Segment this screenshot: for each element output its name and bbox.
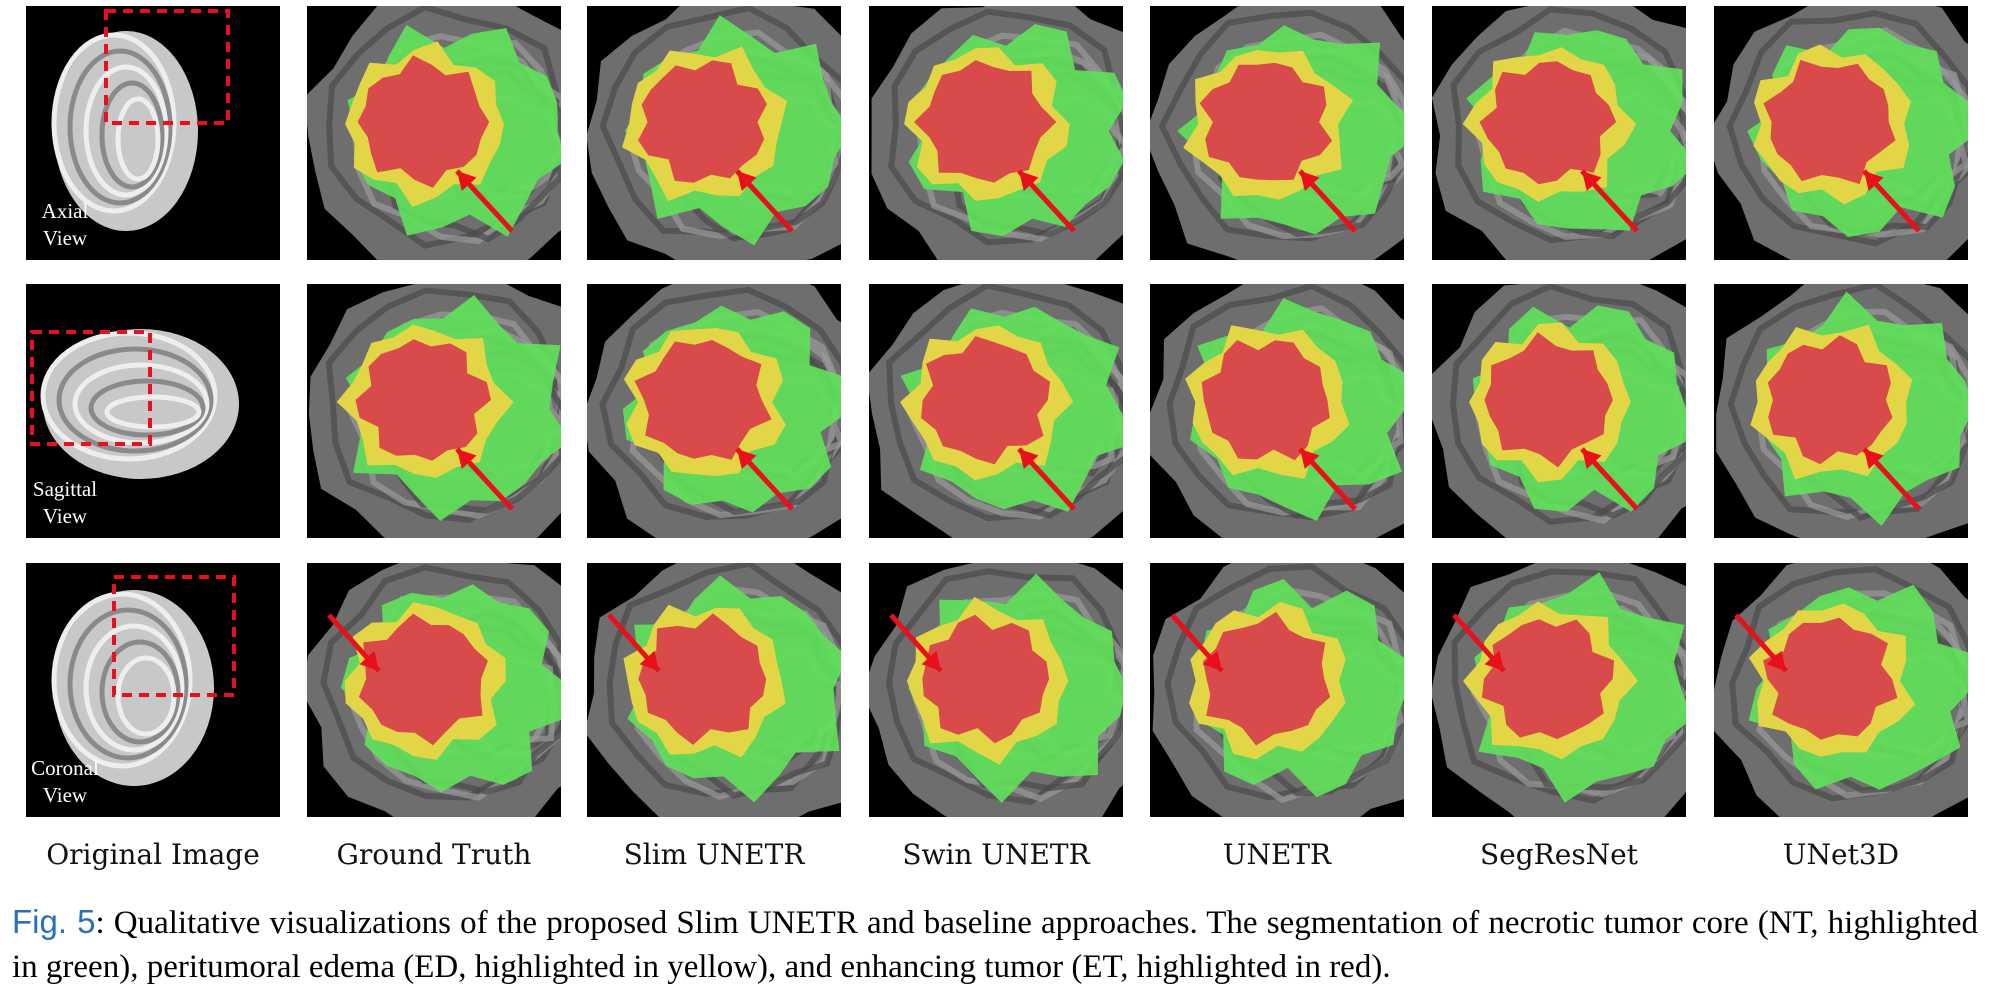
arrow-head — [1202, 650, 1222, 671]
segmentation-tile — [1714, 284, 1968, 538]
original-image-tile: Sagittal View — [26, 284, 280, 538]
column-label: UNet3D — [1782, 838, 1900, 871]
arrow-head — [639, 650, 659, 671]
view-label-line2: View — [42, 226, 88, 250]
segmentation-tile — [1150, 563, 1404, 817]
segmentation-tile — [1432, 6, 1686, 260]
arrow-head — [457, 171, 477, 192]
column-label: SegResNet — [1479, 838, 1639, 871]
arrow-head — [737, 171, 757, 192]
view-label: Axial View — [26, 198, 110, 252]
arrow-head — [1300, 449, 1320, 470]
arrow-head — [1582, 171, 1602, 192]
segmentation-tile — [1714, 6, 1968, 260]
segmentation-tile — [869, 6, 1123, 260]
arrow-head — [1864, 171, 1884, 192]
arrow-head — [921, 650, 941, 671]
segmentation-tile — [1150, 6, 1404, 260]
original-image-tile: Coronal View — [26, 563, 280, 817]
segmentation-tile — [307, 6, 561, 260]
figure-caption: Fig. 5: Qualitative visualizations of th… — [12, 900, 1978, 989]
column-label: Swin UNETR — [902, 838, 1090, 871]
crop-box — [30, 330, 152, 446]
segmentation-tile — [307, 563, 561, 817]
view-label-line1: Sagittal — [32, 477, 98, 501]
arrow-head — [1019, 171, 1039, 192]
segmentation-tile — [307, 284, 561, 538]
column-label: UNETR — [1222, 838, 1332, 871]
view-label-line2: View — [42, 783, 88, 807]
segmentation-tile — [587, 563, 841, 817]
original-image-tile: Axial View — [26, 6, 280, 260]
arrow-head — [1864, 449, 1884, 470]
figure-ref: Fig. 5 — [12, 903, 96, 940]
arrow-head — [1300, 171, 1320, 192]
segmentation-tile — [587, 6, 841, 260]
arrow-head — [457, 449, 477, 470]
view-label-line1: Coronal — [31, 756, 99, 780]
view-label: Coronal View — [26, 755, 110, 809]
figure-grid: Axial View Sagittal View Coronal View — [26, 6, 1968, 817]
arrow-head — [1484, 650, 1504, 671]
arrow-head — [737, 449, 757, 470]
column-label: Ground Truth — [336, 838, 532, 871]
arrow-head — [1582, 449, 1602, 470]
arrow-head — [1766, 650, 1786, 671]
column-label: Original Image — [46, 838, 260, 871]
segmentation-tile — [587, 284, 841, 538]
segmentation-tile — [1432, 563, 1686, 817]
arrow-head — [359, 650, 379, 671]
segmentation-tile — [1432, 284, 1686, 538]
segmentation-tile — [1714, 563, 1968, 817]
crop-box — [104, 9, 230, 125]
caption-text: : Qualitative visualizations of the prop… — [12, 905, 1978, 985]
column-label: Slim UNETR — [623, 838, 805, 871]
crop-box — [112, 575, 236, 697]
segmentation-tile — [869, 563, 1123, 817]
view-label: Sagittal View — [26, 476, 110, 530]
view-label-line1: Axial — [41, 199, 89, 223]
arrow-head — [1019, 449, 1039, 470]
segmentation-tile — [1150, 284, 1404, 538]
view-label-line2: View — [42, 504, 88, 528]
segmentation-tile — [869, 284, 1123, 538]
